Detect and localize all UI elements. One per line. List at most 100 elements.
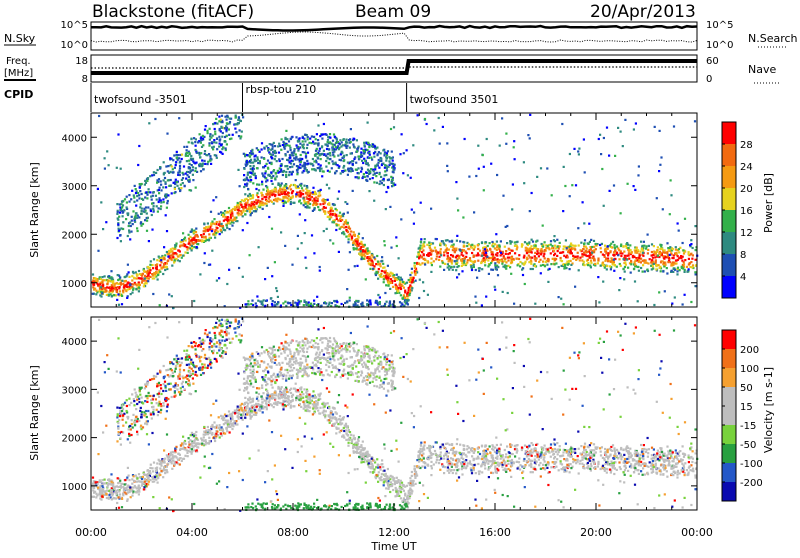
range-gate-cell (345, 236, 347, 238)
range-gate-cell (345, 226, 347, 228)
range-gate-cell (303, 162, 305, 164)
range-gate-cell (312, 200, 314, 202)
range-gate-cell (252, 170, 254, 172)
range-gate-cell (578, 448, 580, 450)
range-gate-cell (306, 160, 308, 162)
range-gate-cell (341, 141, 343, 143)
range-gate-cell (494, 262, 496, 264)
range-gate-cell (234, 206, 236, 208)
range-gate-cell (336, 218, 338, 220)
range-gate-cell (319, 203, 321, 205)
range-gate-cell (349, 251, 351, 253)
range-gate-cell (153, 205, 155, 207)
range-gate-cell (496, 246, 498, 248)
range-gate-cell (246, 177, 248, 179)
range-gate-cell (284, 189, 286, 191)
range-gate-cell (442, 126, 444, 128)
range-gate-cell (632, 256, 634, 258)
range-gate-cell (213, 218, 215, 220)
range-gate-cell (228, 128, 230, 130)
range-gate-cell (144, 278, 146, 280)
range-gate-cell (481, 241, 483, 243)
range-gate-cell (193, 231, 195, 233)
range-gate-cell (659, 253, 661, 255)
range-gate-cell (199, 273, 201, 275)
range-gate-cell (174, 191, 176, 193)
range-gate-cell (124, 280, 126, 282)
range-gate-cell (579, 259, 581, 261)
range-gate-cell (325, 166, 327, 168)
range-gate-cell (229, 431, 231, 433)
range-gate-cell (136, 274, 138, 276)
range-gate-cell (249, 254, 251, 256)
range-gate-cell (471, 261, 473, 263)
range-gate-cell (237, 202, 239, 204)
range-gate-cell (98, 115, 100, 117)
range-gate-cell (184, 455, 186, 457)
range-gate-cell (148, 240, 150, 242)
range-gate-cell (186, 249, 188, 251)
range-gate-cell (214, 154, 216, 156)
range-gate-cell (505, 268, 507, 270)
range-gate-cell (555, 262, 557, 264)
range-gate-cell (479, 470, 481, 472)
range-gate-cell (116, 237, 118, 239)
range-gate-cell (204, 150, 206, 152)
range-gate-cell (529, 114, 531, 116)
range-gate-cell (378, 173, 380, 175)
range-gate-cell (325, 410, 327, 412)
range-gate-cell (100, 481, 102, 483)
range-gate-cell (166, 262, 168, 264)
range-gate-cell (637, 266, 639, 268)
range-gate-cell (483, 189, 485, 191)
range-gate-cell (630, 249, 632, 251)
range-gate-cell (544, 249, 546, 251)
range-gate-cell (526, 243, 528, 245)
range-gate-cell (411, 281, 413, 283)
range-gate-cell (635, 122, 637, 124)
range-gate-cell (627, 244, 629, 246)
range-gate-cell (191, 164, 193, 166)
range-gate-cell (108, 275, 110, 277)
range-gate-cell (256, 202, 258, 204)
range-gate-cell (362, 237, 364, 239)
range-gate-cell (270, 171, 272, 173)
range-gate-cell (386, 167, 388, 169)
range-gate-cell (578, 269, 580, 271)
range-gate-cell (678, 248, 680, 250)
range-gate-cell (417, 114, 419, 116)
range-gate-cell (613, 259, 615, 261)
range-gate-cell (582, 201, 584, 203)
range-gate-cell (551, 194, 553, 196)
range-gate-cell (328, 212, 330, 214)
range-gate-cell (435, 249, 437, 251)
range-gate-cell (290, 149, 292, 151)
range-gate-cell (106, 286, 108, 288)
range-gate-cell (279, 185, 281, 187)
range-gate-cell (686, 266, 688, 268)
range-gate-cell (321, 199, 323, 201)
range-gate-cell (675, 253, 677, 255)
range-gate-cell (368, 262, 370, 264)
range-gate-cell (519, 265, 521, 267)
range-gate-cell (114, 285, 116, 287)
range-gate-cell (563, 303, 565, 305)
range-gate-cell (228, 207, 230, 209)
range-gate-cell (390, 176, 392, 178)
range-gate-cell (510, 257, 512, 259)
range-gate-cell (491, 253, 493, 255)
range-gate-cell (656, 197, 658, 199)
range-gate-cell (500, 240, 502, 242)
range-gate-cell (538, 261, 540, 263)
range-gate-cell (652, 265, 654, 267)
range-gate-cell (142, 199, 144, 201)
range-gate-cell (514, 252, 516, 254)
range-gate-cell (328, 216, 330, 218)
range-gate-cell (583, 245, 585, 247)
range-gate-cell (246, 154, 248, 156)
range-gate-cell (349, 228, 351, 230)
range-gate-cell (256, 147, 258, 149)
range-gate-cell (364, 250, 366, 252)
range-gate-cell (356, 150, 358, 152)
range-gate-cell (593, 449, 595, 451)
